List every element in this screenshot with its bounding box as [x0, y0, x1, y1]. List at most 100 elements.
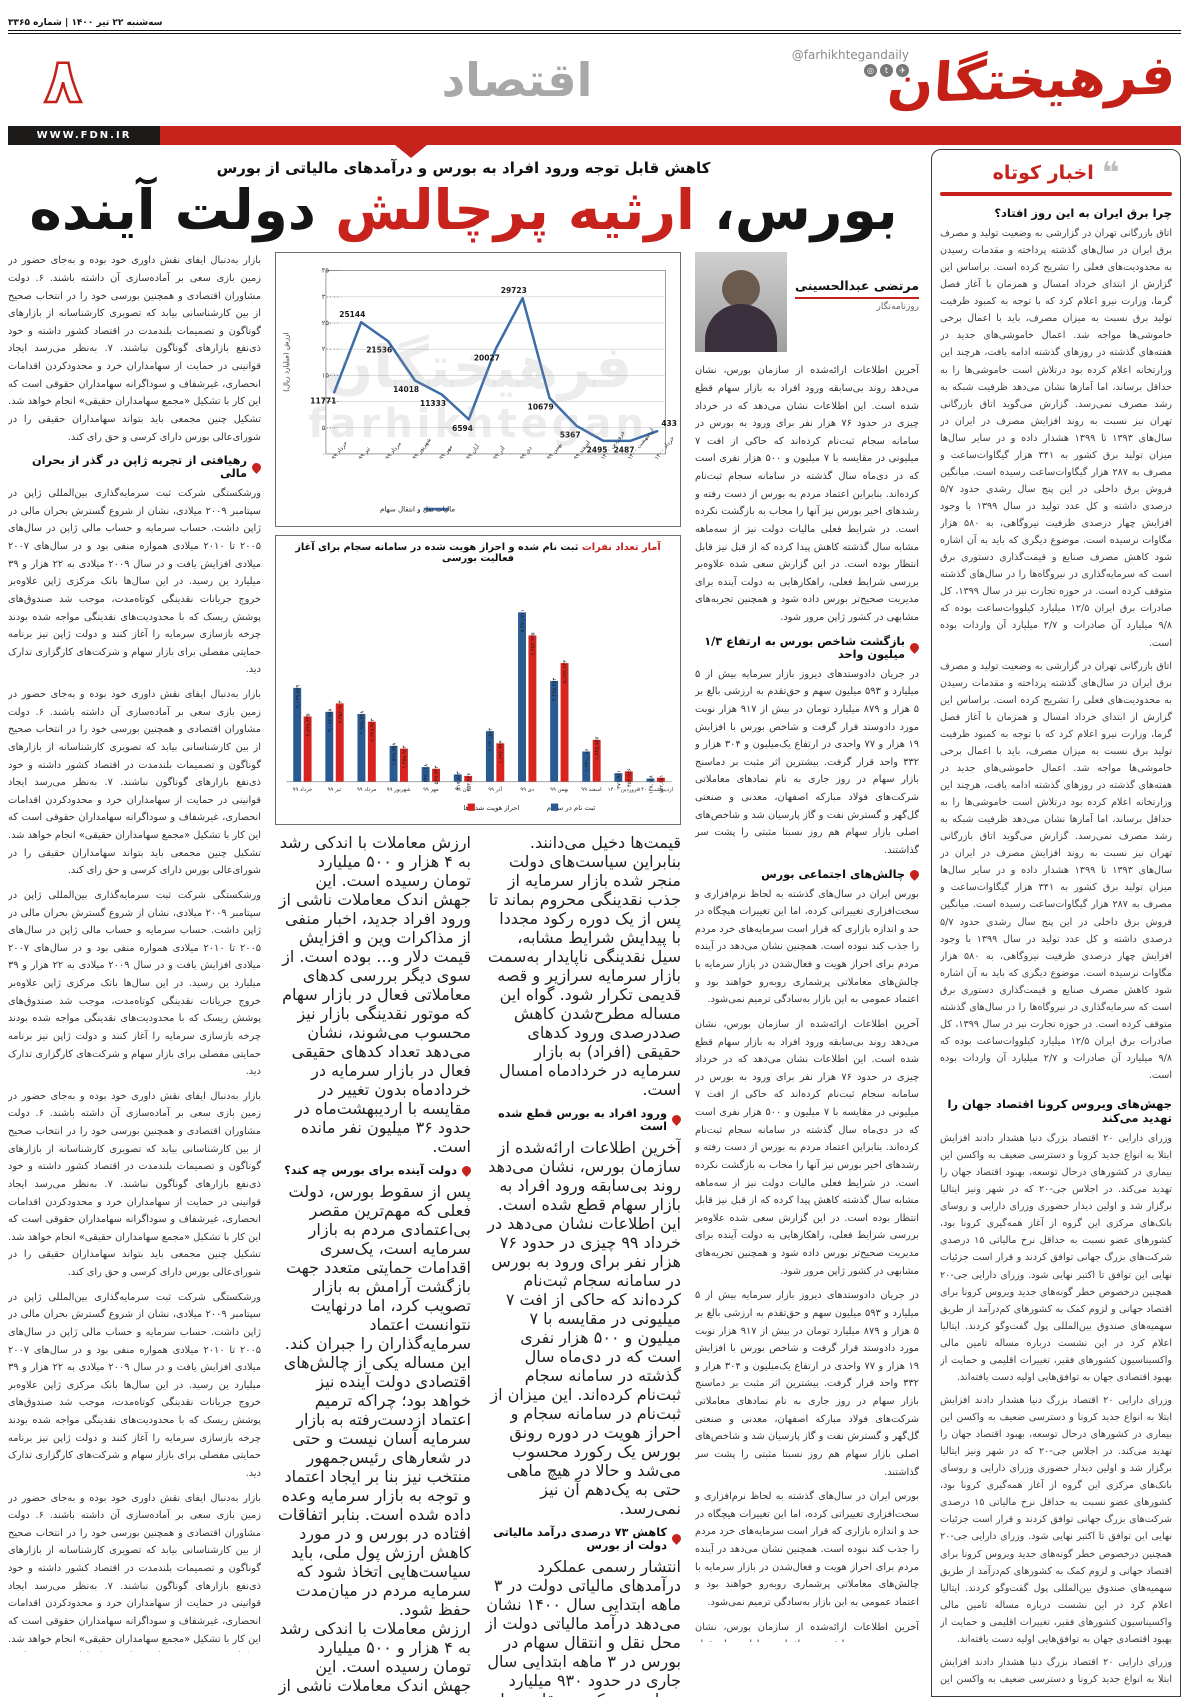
svg-text:فروردین ۱۴۰۰: فروردین ۱۴۰۰ [608, 787, 640, 793]
red-bar-fill [160, 126, 1181, 145]
paragraph: انتشار رسمی عملکرد درآمدهای مالیاتی دولت… [485, 1556, 681, 1697]
paragraph: آخرین اطلاعات ارائه‌شده از سازمان بورس، … [695, 1621, 919, 1643]
paragraph: در جریان دادوستدهای دیروز بازار سرمایه ب… [695, 1290, 919, 1478]
bar-chart-box: آمار تعداد نفرات ثبت نام شده و احراز هوی… [275, 534, 681, 825]
svg-text:29723: 29723 [501, 286, 527, 295]
section-bullet-icon [670, 1532, 681, 1546]
paragraph: ورشکستگی شرکت ثبت سرمایه‌گذاری بین‌الملل… [8, 889, 261, 1078]
section-bullet-icon [250, 460, 261, 474]
subhead-text: چالش‌های اجتماعی بورس [761, 867, 905, 881]
author-name: مرتضی عبدالحسینی [795, 278, 919, 294]
paragraph: آخرین اطلاعات ارائه‌شده از سازمان بورس، … [695, 1018, 919, 1277]
svg-text:آبان ۹۹: آبان ۹۹ [464, 443, 481, 462]
paragraph: بورس ایران در سال‌های گذشته به لحاظ نرم‌… [695, 888, 919, 1006]
svg-text:۲,۸۷۸,۴۳۵: ۲,۸۷۸,۴۳۵ [306, 713, 312, 736]
svg-text:۰: ۰ [322, 450, 326, 458]
svg-text:۱,۵۷۸,۷۵۸: ۱,۵۷۸,۷۵۸ [392, 742, 398, 765]
svg-text:۲۰۰۰۰: ۲۰۰۰۰ [322, 345, 340, 353]
author-photo [695, 252, 787, 353]
paragraph: قیمت‌ها دخیل می‌دانند. بنابراین سیاست‌ها… [487, 832, 681, 1099]
paragraph: آخرین اطلاعات ارائه‌شده از سازمان بورس، … [695, 365, 919, 623]
svg-text:ارزش (میلیارد ریال): ارزش (میلیارد ریال) [281, 333, 290, 392]
line-chart-box: ۰ ۵۰۰۰ ۱۰۰۰۰ ۱۵۰۰۰ ۲۰۰۰۰ ۲۵۰۰۰ ۳۰۰۰۰ ۳۵۰۰۰ ارزش … [275, 252, 682, 527]
svg-text:۲,۲۳۰,۵۶۳: ۲,۲۳۰,۵۶۳ [488, 728, 494, 751]
paragraph: ورشکستگی شرکت ثبت سرمایه‌گذاری بین‌الملل… [8, 1291, 261, 1479]
social-icons: ◎ t ✈ [864, 64, 909, 77]
article-text: ارزش معاملات با اندکی رشد به ۴ هزار و ۵۰… [275, 833, 471, 1697]
svg-text:۳۷۱,۹۶۱: ۳۷۱,۹۶۱ [616, 770, 622, 789]
svg-text:دی ۹۹: دی ۹۹ [519, 446, 533, 462]
paragraph: ورشکستگی شرکت ثبت سرمایه‌گذاری بین‌الملل… [8, 488, 261, 676]
sejam-bar-chart: ۴,۱۳۹,۵۶۹ ۲,۸۷۸,۴۳۵ خرداد ۹۹ ۳,۰۸۳,۷۵۸ ۳,۴۵۳… [286, 609, 673, 812]
subhead-text: کاهش ۷۳ درصدی درآمد مالیاتی دولت از بورس [493, 1525, 667, 1552]
svg-text:اسفند ۹۹: اسفند ۹۹ [581, 787, 601, 793]
svg-text:مهر ۹۹: مهر ۹۹ [423, 787, 439, 793]
svg-text:۳,۰۸۳,۷۵۸: ۳,۰۸۳,۷۵۸ [327, 708, 333, 731]
svg-text:۱,۸۴۵,۷۵۷: ۱,۸۴۵,۷۵۷ [595, 736, 601, 759]
section-subhead: کاهش ۷۳ درصدی درآمد مالیاتی دولت از بورس [485, 1526, 681, 1552]
page-header: فرهیختگان @farhikhtegandaily ◎ t ✈ اقتصا… [8, 34, 1181, 126]
paragraph: ارزش معاملات با اندکی رشد به ۴ هزار و ۵۰… [278, 1618, 471, 1697]
middle-text-columns: قیمت‌ها دخیل می‌دانند. بنابراین سیاست‌ها… [275, 833, 681, 1697]
paragraph: ارزش معاملات با اندکی رشد به ۴ هزار و ۵۰… [278, 832, 471, 1156]
main-area: کاهش قابل توجه ورود افراد به بورس و درآم… [8, 149, 919, 1697]
svg-text:ثبت نام در سجام: ثبت نام در سجام [547, 804, 595, 812]
svg-text:آذر ۹۹: آذر ۹۹ [488, 786, 502, 793]
newspaper-logo: فرهیختگان [885, 43, 1178, 116]
svg-text:احراز هویت شده ها: احراز هویت شده ها [463, 804, 519, 812]
svg-text:4331: 4331 [661, 419, 678, 428]
svg-text:۵,۲۳۳,۲۳۳: ۵,۲۳۳,۲۳۳ [563, 660, 569, 683]
paragraph: در جریان دادوستدهای دیروز بازار سرمایه ب… [695, 668, 919, 856]
svg-text:آبان ۹۹: آبان ۹۹ [455, 786, 471, 793]
svg-text:25144: 25144 [339, 310, 365, 319]
article-text: آخرین اطلاعات ارائه‌شده از سازمان بورس، … [695, 362, 919, 1642]
sidebar-items: چرا برق ایران به این روز افتاد؟ اتاق بازر… [940, 206, 1172, 1690]
svg-text:مرداد ۹۹: مرداد ۹۹ [385, 441, 403, 461]
svg-text:۱,۴۵۸,۹۲۳: ۱,۴۵۸,۹۲۳ [402, 745, 408, 768]
svg-text:11771: 11771 [310, 397, 336, 406]
author-role: روزنامه‌نگار [876, 302, 920, 313]
subhead-text: رهیافتی از تجربه ژاپن در گذر از بحران ما… [31, 454, 247, 481]
website-label: WWW.FDN.IR [8, 126, 160, 145]
paragraph: بازار به‌دنبال ایفای نقش داوری خود بوده … [8, 1090, 261, 1278]
sidebar-title: اخبار کوتاه [992, 162, 1094, 184]
paragraph: بازار به‌دنبال ایفای نقش داوری خود بوده … [8, 255, 261, 443]
social-block: @farhikhtegandaily ◎ t ✈ [792, 48, 909, 77]
bar-chart-title: آمار تعداد نفرات ثبت نام شده و احراز هوی… [295, 541, 661, 564]
svg-text:۱,۳۳۱,۰۸۶: ۱,۳۳۱,۰۸۶ [584, 748, 590, 771]
quote-icon: ❝ [1101, 155, 1120, 191]
svg-text:6594: 6594 [452, 424, 473, 433]
article-columns: مرتضی عبدالحسینی روزنامه‌نگار آخرین اطلا… [8, 252, 919, 1697]
paragraph: اتاق بازرگانی تهران در گزارشی به وضعیت ت… [940, 660, 1172, 1082]
sidebar-news-body: اتاق بازرگانی تهران در گزارشی به وضعیت ت… [940, 225, 1172, 1085]
section-subhead: بازگشت شاخص بورس به ارتفاع ۱/۳ میلیون وا… [695, 635, 919, 661]
paragraph: بازار به‌دنبال ایفای نقش داوری خود بوده … [8, 689, 261, 877]
svg-text:خرداد ۹۹: خرداد ۹۹ [331, 441, 349, 462]
author-meta: مرتضی عبدالحسینی روزنامه‌نگار [795, 252, 919, 352]
paragraph: وزرای دارایی ۲۰ اقتصاد بزرگ دنیا هشدار د… [940, 1656, 1172, 1685]
svg-text:14018: 14018 [393, 385, 419, 394]
svg-text:خرداد ۹۹: خرداد ۹۹ [293, 787, 313, 793]
svg-text:21536: 21536 [366, 346, 392, 355]
left-column: بازار به‌دنبال ایفای نقش داوری خود بوده … [8, 252, 261, 1697]
svg-text:بهمن ۹۹: بهمن ۹۹ [546, 442, 563, 462]
svg-text:۲۵۳,۹۳۶: ۲۵۳,۹۳۶ [466, 772, 472, 791]
svg-text:شهریور ۹۹: شهریور ۹۹ [412, 437, 433, 462]
svg-text:2487: 2487 [614, 446, 635, 455]
svg-text:11333: 11333 [420, 399, 446, 408]
red-bar: WWW.FDN.IR [8, 126, 1181, 158]
section-subhead: دولت آینده برای بورس چه کند؟ [275, 1164, 471, 1177]
svg-text:مرداد ۹۹: مرداد ۹۹ [357, 787, 376, 793]
svg-text:5367: 5367 [560, 431, 581, 440]
svg-text:2495: 2495 [587, 446, 608, 455]
subhead-text: ورود افراد به بورس قطع شده است [498, 1106, 667, 1133]
sidebar-news-headline: جهش‌های ویروس کرونا اقتصاد جهان را تهدید… [947, 1097, 1172, 1125]
svg-text:۱۰۰۰۰: ۱۰۰۰۰ [322, 398, 340, 406]
svg-text:مالیات نقل و انتقال سهام: مالیات نقل و انتقال سهام [380, 505, 455, 514]
svg-text:۳۰۰۰۰: ۳۰۰۰۰ [322, 293, 340, 301]
svg-text:۳۵۰۰۰: ۳۵۰۰۰ [322, 267, 340, 275]
svg-text:۷,۴۷۱,۷۱۱: ۷,۴۷۱,۷۱۱ [520, 609, 526, 632]
headline-red-part: ارثیه پرچالش [335, 178, 695, 242]
sidebar-tab: ❝ اخبار کوتاه [940, 156, 1172, 188]
